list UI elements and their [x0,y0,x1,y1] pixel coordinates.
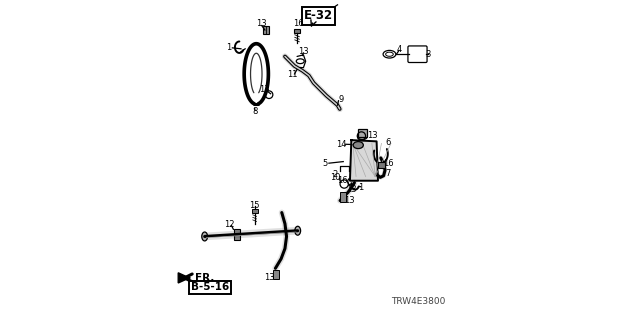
Text: 3: 3 [426,50,431,59]
Text: 5: 5 [323,159,328,168]
Text: 2: 2 [333,170,338,179]
Ellipse shape [295,226,301,235]
Text: 13: 13 [298,47,308,56]
Text: 16: 16 [383,159,394,168]
Text: 15: 15 [250,201,260,210]
Ellipse shape [202,232,207,241]
Polygon shape [350,140,378,181]
Text: 7: 7 [385,169,390,178]
Bar [358,129,367,137]
Text: 9: 9 [338,95,343,104]
Bar [252,209,257,213]
Bar [262,26,269,34]
Text: 4: 4 [397,45,403,54]
Text: 13: 13 [259,85,270,94]
Text: FR.: FR. [195,273,214,283]
Text: 8: 8 [252,107,258,116]
Polygon shape [178,273,189,283]
Text: TRW4E3800: TRW4E3800 [392,297,446,306]
Text: 12: 12 [224,220,234,229]
Bar [234,229,241,240]
Text: 13: 13 [346,185,356,194]
Text: 1: 1 [358,183,364,192]
Bar [340,193,346,202]
Text: 13: 13 [264,273,275,282]
Text: 16: 16 [337,176,348,185]
Text: 16: 16 [293,20,304,28]
Text: 14: 14 [336,140,346,149]
Text: 11: 11 [287,70,297,79]
Text: 6: 6 [385,138,390,147]
Text: 13: 13 [367,131,378,140]
Bar [273,270,279,279]
Ellipse shape [358,134,367,140]
Text: 13: 13 [344,196,355,205]
Text: 1: 1 [227,43,232,52]
Bar [294,29,300,33]
Text: 10: 10 [330,172,340,181]
Bar [378,163,385,167]
Text: B-5-16: B-5-16 [191,283,229,292]
Text: 13: 13 [256,20,266,28]
Ellipse shape [353,141,364,148]
Text: E-32: E-32 [304,10,333,22]
